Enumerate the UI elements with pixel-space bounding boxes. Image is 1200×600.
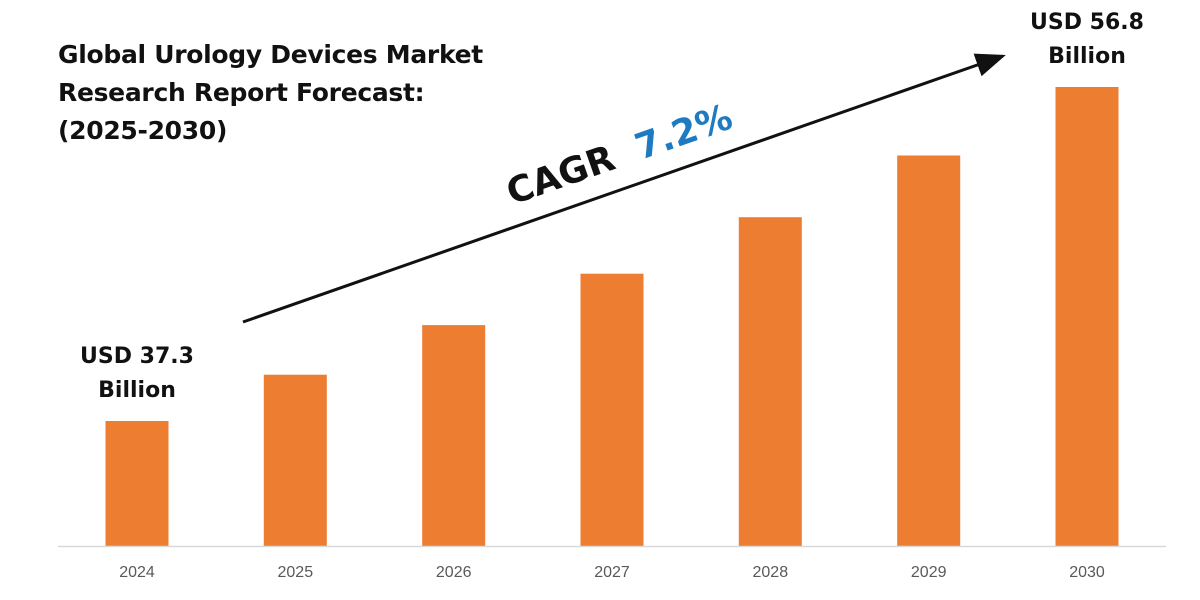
data-label-2024-line-1: USD 37.3 xyxy=(80,344,194,369)
chart-title: Global Urology Devices Market Research R… xyxy=(58,36,498,150)
bars-group xyxy=(105,87,1119,546)
bar-2026 xyxy=(422,325,486,546)
data-label-2030-line-2: Billion xyxy=(1048,44,1126,69)
x-tick-2024: 2024 xyxy=(119,564,155,581)
chart-title-line-2: Research Report Forecast: xyxy=(58,78,425,107)
bar-2028 xyxy=(738,217,802,546)
bar-2030 xyxy=(1055,87,1119,546)
bar-2024 xyxy=(105,421,169,546)
growth-arrow xyxy=(242,53,1006,324)
chart-title-line-3: (2025-2030) xyxy=(58,116,228,145)
x-tick-2025: 2025 xyxy=(278,564,314,581)
bar-2027 xyxy=(580,273,644,546)
bar-2025 xyxy=(263,374,327,546)
cagr-annotation: CAGR 7.2% xyxy=(501,97,737,214)
x-tick-2029: 2029 xyxy=(911,564,947,581)
data-label-2030-line-1: USD 56.8 xyxy=(1030,10,1144,35)
bar-2029 xyxy=(897,155,961,546)
chart-title-line-1: Global Urology Devices Market xyxy=(58,40,483,69)
x-tick-labels: 2024 2025 2026 2027 2028 2029 2030 xyxy=(119,564,1105,581)
value-annotations: USD 37.3 Billion USD 56.8 Billion xyxy=(80,10,1144,403)
x-tick-2027: 2027 xyxy=(594,564,630,581)
x-tick-2028: 2028 xyxy=(753,564,789,581)
cagr-label: CAGR xyxy=(501,138,620,214)
x-tick-2030: 2030 xyxy=(1069,564,1105,581)
x-tick-2026: 2026 xyxy=(436,564,472,581)
cagr-value: 7.2% xyxy=(630,97,738,169)
data-label-2024-line-2: Billion xyxy=(98,378,176,403)
